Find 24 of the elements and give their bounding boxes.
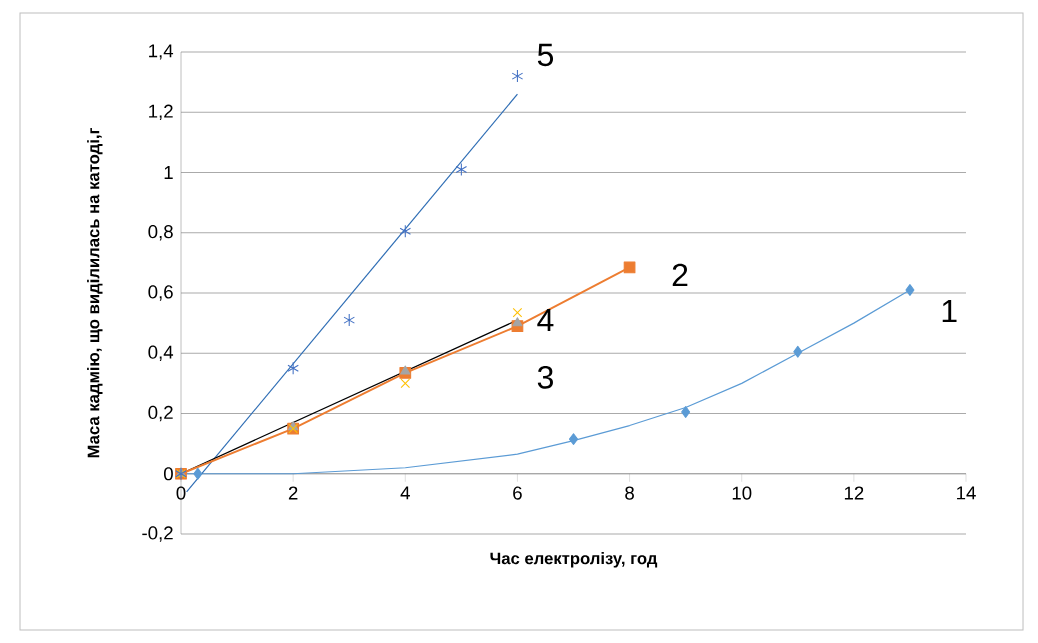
y-tick-label: 0,8 bbox=[148, 225, 173, 241]
y-tick-label: 0,4 bbox=[148, 345, 174, 361]
y-tick-label: 0,2 bbox=[148, 405, 173, 422]
x-tick-label: 2 bbox=[288, 486, 298, 500]
y-tick-label: 1,4 bbox=[149, 44, 174, 60]
annotation: 5 bbox=[537, 43, 554, 67]
x-tick-label: 10 bbox=[732, 486, 752, 500]
x-tick-label: 0 bbox=[176, 486, 186, 500]
y-axis-title: Маса кадмію, що виділилась на катоді,г bbox=[87, 127, 103, 458]
annotation: 3 bbox=[537, 366, 553, 389]
y-tick-label: 0,6 bbox=[148, 285, 173, 301]
y-tick-label: 0 bbox=[163, 467, 173, 481]
x-axis-title: Час електролізу, год bbox=[490, 552, 658, 568]
y-tick-label: 1 bbox=[164, 166, 173, 179]
annotation: 4 bbox=[537, 309, 554, 332]
x-tick-label: 12 bbox=[844, 486, 864, 500]
annotation: 1 bbox=[942, 300, 957, 323]
x-tick-label: 4 bbox=[400, 486, 410, 500]
x-tick-label: 14 bbox=[957, 486, 976, 500]
y-tick-label: 1,2 bbox=[149, 104, 173, 120]
x-tick-label: 6 bbox=[513, 486, 522, 500]
x-tick-label: 8 bbox=[625, 486, 634, 500]
annotation: 2 bbox=[672, 263, 688, 287]
y-tick-label: -0,2 bbox=[142, 526, 173, 542]
